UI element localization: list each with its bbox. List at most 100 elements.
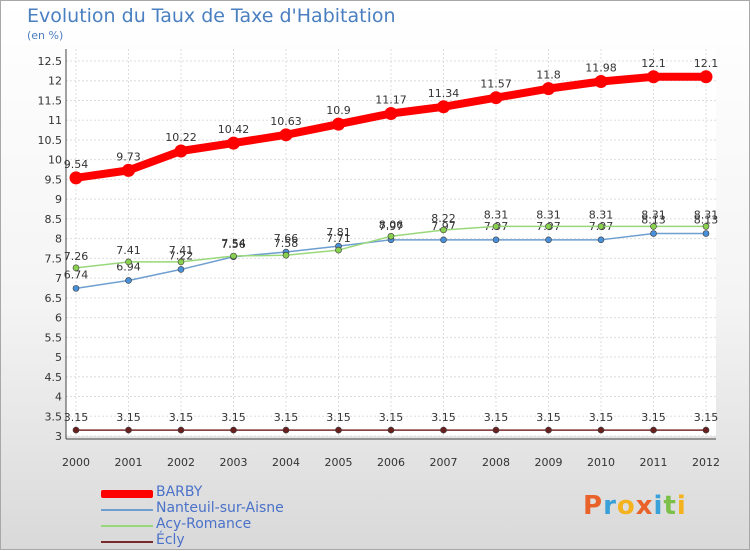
data-point <box>177 426 185 434</box>
data-point <box>647 70 660 84</box>
legend-swatch-barby <box>101 490 153 498</box>
y-tick-label: 7.5 <box>45 252 63 265</box>
y-tick-label: 9 <box>55 193 62 206</box>
data-point <box>702 426 710 434</box>
data-point <box>335 426 342 434</box>
y-tick-label: 6 <box>55 312 62 325</box>
data-label: 12.1 <box>641 57 666 70</box>
data-label: 11.57 <box>480 78 512 91</box>
data-label: 3.15 <box>379 411 404 424</box>
x-tick-label: 2000 <box>62 456 90 469</box>
data-point <box>597 223 605 230</box>
data-point <box>174 144 188 158</box>
data-label: 6.74 <box>64 268 89 281</box>
x-tick-label: 2006 <box>377 456 405 469</box>
data-point <box>492 236 500 244</box>
data-label: 3.15 <box>484 411 509 424</box>
y-tick-label: 8.5 <box>45 213 63 226</box>
data-point <box>230 252 237 260</box>
y-tick-label: 10 <box>48 154 62 167</box>
y-tick-label: 7 <box>55 272 62 285</box>
y-tick-label: 3.5 <box>45 410 63 423</box>
x-tick-label: 2001 <box>115 456 143 469</box>
x-tick-label: 2011 <box>640 456 668 469</box>
y-tick-label: 11 <box>48 114 62 127</box>
data-label: 8.06 <box>379 218 404 231</box>
x-tick-label: 2008 <box>482 456 510 469</box>
data-label: 11.17 <box>375 94 407 107</box>
data-point <box>332 117 345 131</box>
data-label: 11.34 <box>428 87 460 100</box>
data-label: 11.98 <box>585 62 617 75</box>
data-point <box>387 232 395 240</box>
data-point <box>72 264 80 272</box>
x-tick-label: 2007 <box>430 456 458 469</box>
data-point <box>597 236 605 244</box>
data-point <box>72 285 80 292</box>
y-tick-label: 3 <box>55 430 62 443</box>
chart-title: Evolution du Taux de Taxe d'Habitation <box>27 5 396 27</box>
data-label: 8.31 <box>536 208 561 221</box>
data-point <box>125 277 132 284</box>
data-point <box>594 75 608 89</box>
y-tick-label: 4 <box>55 391 62 404</box>
data-label: 9.54 <box>64 158 89 171</box>
data-label: 10.9 <box>326 104 351 117</box>
data-point <box>279 128 293 142</box>
data-label: 3.15 <box>116 411 141 424</box>
data-label: 8.31 <box>694 208 719 221</box>
data-point <box>384 107 398 120</box>
logo-letter: t <box>663 491 677 521</box>
data-point <box>542 82 555 96</box>
legend-label: Écly <box>156 532 185 548</box>
data-label: 10.22 <box>165 131 197 144</box>
x-tick-label: 2003 <box>220 456 248 469</box>
data-label: 8.13 <box>694 214 719 227</box>
data-label: 7.26 <box>64 250 89 263</box>
data-label: 3.15 <box>169 411 194 424</box>
x-tick-label: 2010 <box>587 456 615 469</box>
unit-label: (en %) <box>27 29 64 42</box>
data-point <box>437 100 450 114</box>
data-point <box>122 163 135 177</box>
data-label: 10.42 <box>218 123 250 136</box>
data-label: 3.15 <box>64 411 89 424</box>
legend-swatch-nanteuil <box>101 509 153 511</box>
data-point <box>230 426 237 434</box>
legend-swatch-ecly <box>101 541 153 543</box>
data-point <box>650 426 657 434</box>
data-point <box>227 136 240 150</box>
data-label: 7.54 <box>221 237 246 250</box>
data-point <box>125 426 132 434</box>
data-label: 3.15 <box>221 411 246 424</box>
data-point <box>492 223 500 230</box>
data-point <box>702 223 710 230</box>
data-label: 8.22 <box>431 212 456 225</box>
data-point <box>69 171 83 185</box>
data-label: 7.22 <box>169 249 194 262</box>
logo-letter: o <box>616 491 636 521</box>
y-tick-label: 9.5 <box>45 173 63 186</box>
legend-swatch-acy <box>101 525 153 527</box>
x-tick-label: 2004 <box>272 456 300 469</box>
data-point <box>545 236 552 244</box>
data-point <box>702 230 710 237</box>
y-tick-label: 4.5 <box>45 371 63 384</box>
data-point <box>699 70 713 84</box>
data-label: 7.97 <box>379 220 404 233</box>
data-label: 8.31 <box>484 208 509 221</box>
data-label: 7.56 <box>221 238 246 251</box>
data-point <box>489 91 503 105</box>
legend-label: BARBY <box>156 484 203 500</box>
data-label: 3.15 <box>641 411 666 424</box>
y-tick-label: 12 <box>48 75 62 88</box>
data-label: 3.15 <box>536 411 561 424</box>
data-label: 8.31 <box>641 208 666 221</box>
proxiti-logo: Proxiti <box>583 491 687 521</box>
data-label: 9.73 <box>116 150 141 163</box>
data-point <box>650 230 657 237</box>
x-tick-label: 2009 <box>535 456 563 469</box>
data-label: 12.1 <box>694 57 719 70</box>
